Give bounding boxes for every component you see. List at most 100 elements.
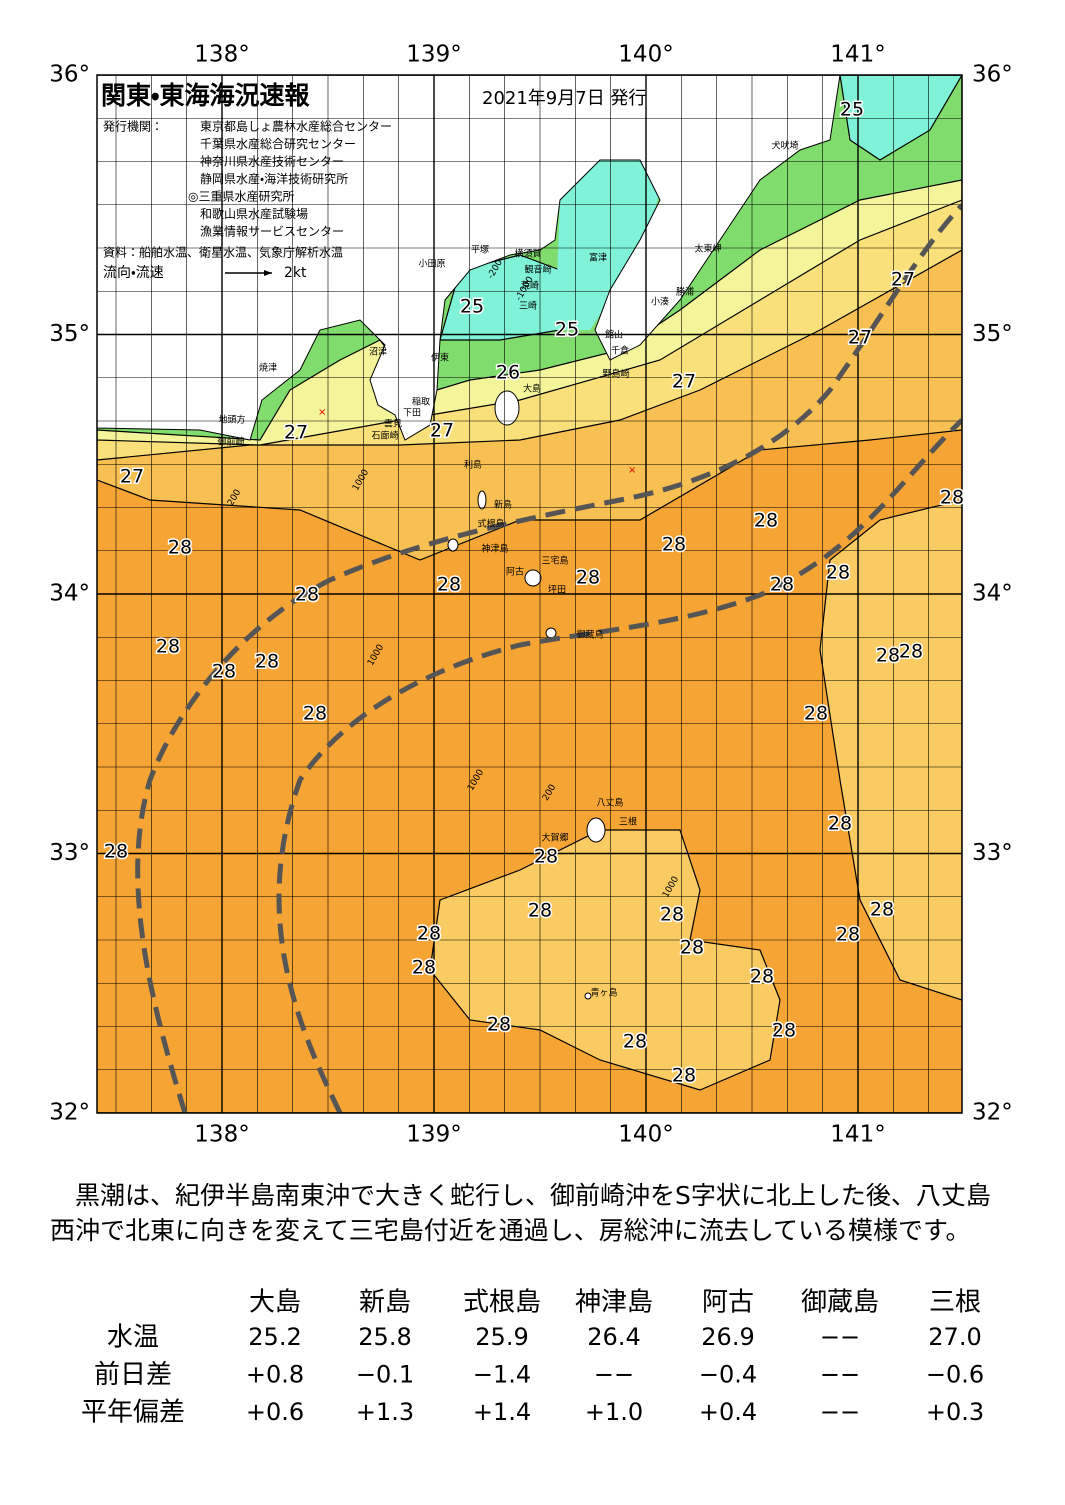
cell: −0.4 [699, 1361, 757, 1389]
place-label: 小田原 [418, 259, 445, 270]
temperature-label: 27 [120, 466, 144, 488]
place-label: 焼津 [259, 363, 277, 374]
lon-label: 140° [618, 42, 673, 68]
place-label: 荒崎 [521, 280, 539, 292]
cell: +1.3 [356, 1398, 414, 1426]
cell: −− [820, 1398, 860, 1426]
place-label: 太東岬 [694, 243, 721, 255]
column-header: 阿古 [702, 1288, 754, 1318]
cell: +0.4 [699, 1398, 757, 1426]
cell: −− [820, 1323, 860, 1351]
lat-label: 34° [49, 581, 90, 607]
lat-label: 35° [49, 321, 90, 347]
issuer: 和歌山県水産試験場 [200, 206, 308, 221]
lat-label: 32° [49, 1100, 90, 1126]
place-label: 三宅島 [541, 555, 568, 567]
place-label: 下田 [403, 408, 421, 419]
lon-label: 139° [406, 42, 461, 68]
temperature-label: 28 [156, 636, 180, 658]
place-label: 千倉 [611, 346, 629, 357]
temperature-label: 28 [804, 703, 828, 725]
place-label: 地頭方 [218, 414, 245, 426]
lat-label: 33° [972, 840, 1013, 866]
temperature-label: 28 [528, 900, 552, 922]
island [447, 538, 459, 552]
temperature-label: 28 [662, 534, 686, 556]
place-label: 富津 [589, 252, 607, 264]
island [524, 569, 542, 587]
island [545, 627, 557, 639]
cell: +1.4 [473, 1398, 531, 1426]
issuer: 神奈川県水産技術センター [200, 154, 344, 169]
legend-scale: 2kt [284, 265, 307, 281]
column-header: 神津島 [575, 1288, 653, 1318]
place-label: 坪田 [548, 585, 566, 596]
cell: −0.1 [356, 1361, 414, 1389]
kuroshio-path [135, 203, 962, 1113]
temperature-label: 28 [660, 904, 684, 926]
cell: −0.6 [926, 1361, 984, 1389]
place-label: 勝浦 [676, 286, 694, 298]
place-label: 観音崎 [524, 264, 551, 276]
cell: 25.8 [358, 1323, 411, 1351]
temperature-label: 28 [104, 841, 128, 863]
temperature-label: 28 [770, 574, 794, 596]
place-label: 御蔵島 [576, 629, 603, 641]
place-label: 犬吠埼 [771, 140, 798, 152]
place-label: 三崎 [519, 300, 537, 312]
cell: +0.8 [246, 1361, 304, 1389]
lat-label: 32° [972, 1100, 1013, 1126]
temperature-label: 28 [576, 567, 600, 589]
temperature-label: 28 [876, 645, 900, 667]
cell: 26.9 [701, 1323, 754, 1351]
kuroshio-path [276, 418, 962, 1113]
place-label: 八丈島 [596, 797, 623, 809]
issuer: 東京都島しょ農林水産総合センター [200, 119, 392, 134]
island [586, 817, 606, 843]
island [584, 992, 592, 1000]
place-label: 三根 [619, 816, 637, 828]
marker: × [628, 465, 636, 476]
temperature-label: 25 [840, 99, 864, 121]
temperature-label: 28 [836, 924, 860, 946]
row-label: 平年偏差 [81, 1398, 185, 1428]
row-label: 前日差 [94, 1360, 172, 1390]
temperature-label: 28 [870, 899, 894, 921]
column-header: 大島 [249, 1288, 301, 1318]
temperature-label: 28 [750, 966, 774, 988]
place-label: 大賀郷 [541, 832, 568, 844]
place-label: 御前崎 [217, 436, 244, 448]
temperature-label: 28 [772, 1020, 796, 1042]
cell: +1.0 [585, 1398, 643, 1426]
temperature-label: 28 [487, 1014, 511, 1036]
lon-label: 141° [830, 42, 885, 68]
cell: 26.4 [587, 1323, 640, 1351]
place-label: 利島 [464, 459, 482, 471]
temperature-label: 28 [672, 1065, 696, 1087]
place-label: 青ヶ島 [590, 987, 617, 999]
zone [555, 150, 670, 330]
issuer: 漁業情報サービスセンター [200, 225, 344, 239]
temperature-label: 27 [891, 269, 915, 291]
place-label: 横須賀 [514, 248, 541, 260]
place-label: 伊東 [431, 352, 449, 364]
land [97, 75, 841, 441]
temperature-label: 27 [672, 371, 696, 393]
place-label: 小湊 [651, 296, 669, 308]
lon-label: 138° [194, 1122, 249, 1148]
place-label: 平塚 [471, 245, 489, 256]
temperature-label: 28 [899, 641, 923, 663]
temperature-label: 26 [496, 362, 520, 384]
column-header: 式根島 [463, 1288, 541, 1318]
lon-label: 138° [194, 42, 249, 68]
temperature-label: 28 [168, 537, 192, 559]
summary: 黒潮は、紀伊半島南東沖で大きく蛇行し、御前崎沖をS字状に北上した後、八丈島西沖で… [50, 1181, 991, 1245]
temperature-label: 28 [303, 703, 327, 725]
place-label: 雲見 [384, 419, 402, 430]
issuer: 静岡県水産・海洋技術研究所 [200, 171, 348, 186]
lat-label: 36° [49, 62, 90, 88]
temperature-label: 25 [555, 319, 579, 341]
map-frame [96, 74, 963, 1114]
